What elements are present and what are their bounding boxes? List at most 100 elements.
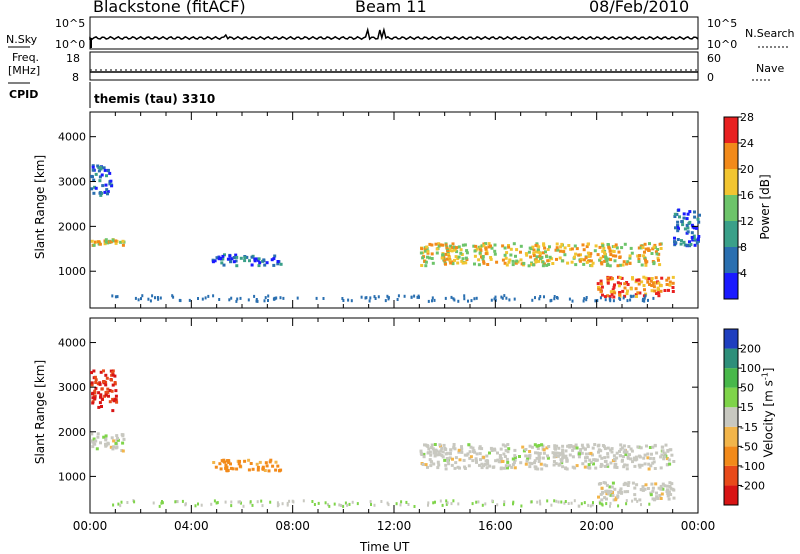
ground-scatter-cell [432, 501, 435, 505]
data-cell [102, 380, 105, 384]
data-cell [440, 454, 444, 457]
data-cell [467, 464, 471, 468]
data-cell [693, 215, 697, 219]
data-cell [258, 460, 262, 464]
data-cell [658, 494, 662, 497]
data-cell [433, 443, 437, 446]
data-cell [443, 458, 447, 462]
data-cell [229, 260, 233, 264]
data-cell [545, 263, 549, 267]
data-cell [594, 244, 598, 248]
ground-scatter-cell [251, 503, 254, 507]
data-cell [580, 451, 584, 455]
data-cell [94, 386, 98, 390]
data-cell [655, 495, 659, 499]
ground-scatter-cell [556, 296, 558, 299]
data-cell [661, 449, 665, 453]
ground-scatter-cell [598, 501, 601, 505]
data-cell [639, 488, 643, 491]
ground-scatter-cell [605, 502, 608, 506]
data-cell [651, 281, 655, 285]
data-cell [505, 457, 509, 461]
data-cell [606, 263, 610, 267]
data-cell [625, 467, 629, 471]
ground-scatter-cell [496, 503, 499, 507]
data-cell [618, 263, 622, 267]
data-cell [478, 251, 482, 255]
ground-scatter-cell [276, 504, 279, 508]
data-cell [671, 281, 675, 285]
data-cell [511, 463, 515, 467]
data-cell [547, 445, 551, 448]
data-cell [612, 295, 616, 299]
nsky-label: N.Sky [6, 33, 38, 46]
data-cell [600, 498, 604, 502]
data-cell [558, 256, 562, 260]
data-cell [616, 281, 620, 285]
data-cell [612, 285, 616, 289]
data-cell [664, 443, 668, 447]
data-cell [94, 439, 98, 443]
data-cell [431, 261, 435, 265]
data-cell [559, 245, 563, 249]
data-cell [440, 256, 444, 260]
ground-scatter-cell [652, 296, 655, 300]
data-cell [644, 292, 648, 296]
data-cell [579, 253, 582, 257]
ground-scatter-cell [315, 296, 318, 300]
data-cell [119, 240, 123, 244]
data-cell [593, 249, 597, 253]
data-cell [238, 464, 242, 468]
ground-scatter-cell [178, 298, 181, 302]
data-cell [564, 454, 568, 458]
data-cell [92, 394, 96, 398]
data-cell [542, 451, 546, 455]
data-cell [668, 481, 672, 485]
data-cell [613, 487, 617, 491]
ground-scatter-cell [291, 499, 294, 503]
data-cell [667, 497, 671, 501]
data-cell [569, 247, 573, 251]
data-cell [502, 452, 506, 456]
data-cell [493, 252, 497, 256]
ground-scatter-cell [512, 500, 515, 504]
data-cell [688, 210, 692, 214]
data-cell [91, 165, 95, 169]
data-cell [475, 452, 479, 456]
data-cell [424, 249, 427, 253]
data-cell [223, 253, 226, 257]
data-cell [640, 280, 644, 284]
data-cell [424, 260, 428, 264]
data-cell [601, 255, 605, 259]
data-cell [669, 493, 673, 496]
data-cell [616, 495, 620, 499]
data-cell [459, 251, 463, 255]
data-cell [474, 457, 478, 461]
ground-scatter-cell [642, 297, 644, 301]
ground-scatter-cell [338, 503, 341, 507]
data-cell [231, 467, 235, 471]
colorbar-segment [724, 195, 738, 221]
data-cell [646, 280, 650, 284]
data-cell [580, 258, 584, 262]
data-cell [648, 283, 651, 286]
data-cell [102, 435, 106, 439]
data-cell [551, 262, 555, 265]
data-cell [687, 222, 691, 226]
data-cell [527, 264, 531, 268]
data-cell [447, 462, 451, 466]
ground-scatter-cell [568, 297, 571, 301]
ground-scatter-cell [648, 502, 651, 506]
data-cell [111, 447, 115, 451]
data-cell [600, 285, 604, 289]
data-cell [575, 446, 579, 450]
data-cell [121, 239, 125, 243]
data-cell [659, 247, 663, 250]
data-cell [677, 208, 681, 212]
data-cell [584, 459, 588, 463]
data-cell [267, 469, 271, 473]
ground-scatter-cell [629, 298, 632, 302]
data-cell [513, 448, 517, 452]
data-cell [591, 446, 595, 450]
ground-scatter-cell [578, 504, 581, 508]
